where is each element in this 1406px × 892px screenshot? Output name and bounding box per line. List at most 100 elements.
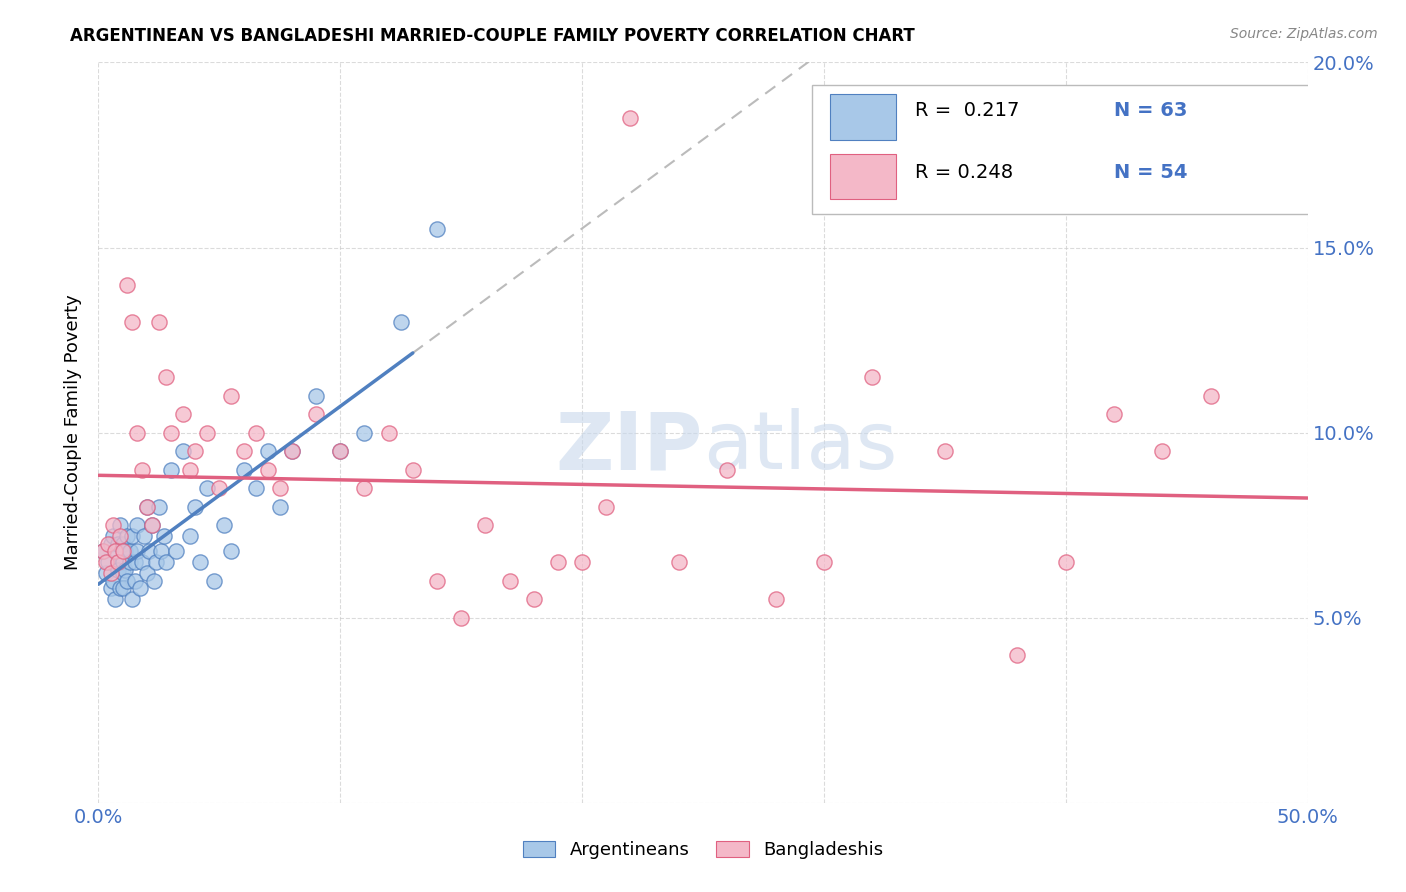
Point xyxy=(813,555,835,569)
Point xyxy=(131,555,153,569)
Point xyxy=(100,566,122,581)
Text: N = 54: N = 54 xyxy=(1114,162,1188,181)
Point xyxy=(256,462,278,476)
Point xyxy=(104,592,127,607)
Point xyxy=(232,444,254,458)
Point xyxy=(148,500,170,514)
Point xyxy=(111,536,134,550)
Text: ARGENTINEAN VS BANGLADESHI MARRIED-COUPLE FAMILY POVERTY CORRELATION CHART: ARGENTINEAN VS BANGLADESHI MARRIED-COUPL… xyxy=(70,27,915,45)
Point xyxy=(160,425,183,440)
Point xyxy=(450,610,472,624)
FancyBboxPatch shape xyxy=(830,153,897,200)
Point xyxy=(141,518,163,533)
Point xyxy=(127,425,149,440)
Point xyxy=(523,592,546,607)
Point xyxy=(148,314,170,328)
Point xyxy=(184,444,207,458)
Point xyxy=(94,555,117,569)
Point xyxy=(208,481,231,495)
Point xyxy=(124,574,146,588)
Point xyxy=(269,500,291,514)
Point xyxy=(305,407,328,421)
FancyBboxPatch shape xyxy=(811,85,1320,214)
Text: R =  0.217: R = 0.217 xyxy=(915,101,1019,120)
Point xyxy=(389,314,412,328)
Point xyxy=(245,425,267,440)
Point xyxy=(135,500,157,514)
Point xyxy=(426,574,449,588)
Point xyxy=(117,529,139,543)
Point xyxy=(232,462,254,476)
Text: R = 0.248: R = 0.248 xyxy=(915,162,1012,181)
Point xyxy=(121,592,143,607)
Point xyxy=(269,481,291,495)
Point xyxy=(127,544,149,558)
Point xyxy=(108,518,131,533)
Point xyxy=(195,425,218,440)
Point xyxy=(152,529,174,543)
Point xyxy=(619,111,641,125)
Point xyxy=(221,544,243,558)
Point xyxy=(107,536,129,550)
Point xyxy=(114,563,136,577)
Point xyxy=(111,581,134,595)
Point xyxy=(668,555,690,569)
Point xyxy=(143,574,166,588)
Point xyxy=(97,555,120,569)
Point xyxy=(474,518,496,533)
Text: Source: ZipAtlas.com: Source: ZipAtlas.com xyxy=(1230,27,1378,41)
Point xyxy=(141,518,163,533)
Point xyxy=(138,544,160,558)
Point xyxy=(91,544,114,558)
Point xyxy=(155,370,177,384)
Point xyxy=(402,462,425,476)
Point xyxy=(426,222,449,236)
Point xyxy=(1102,407,1125,421)
Point xyxy=(329,444,352,458)
Point xyxy=(135,500,157,514)
Point xyxy=(94,566,117,581)
Text: N = 63: N = 63 xyxy=(1114,101,1188,120)
Point xyxy=(1054,555,1077,569)
Point xyxy=(160,462,183,476)
Point xyxy=(100,536,122,550)
Point xyxy=(245,481,267,495)
Point xyxy=(117,574,139,588)
Point xyxy=(204,574,226,588)
Point xyxy=(101,574,124,588)
Point xyxy=(128,581,150,595)
Text: ZIP: ZIP xyxy=(555,409,703,486)
Point xyxy=(111,566,134,581)
Point xyxy=(305,388,328,402)
Point xyxy=(165,544,187,558)
Point xyxy=(212,518,235,533)
Point xyxy=(104,544,127,558)
Point xyxy=(281,444,304,458)
Point xyxy=(150,544,173,558)
Legend: Argentineans, Bangladeshis: Argentineans, Bangladeshis xyxy=(513,831,893,868)
FancyBboxPatch shape xyxy=(830,95,897,140)
Y-axis label: Married-Couple Family Poverty: Married-Couple Family Poverty xyxy=(65,294,83,571)
Point xyxy=(100,581,122,595)
Point xyxy=(195,481,218,495)
Point xyxy=(184,500,207,514)
Point xyxy=(145,555,167,569)
Point xyxy=(765,592,787,607)
Point xyxy=(188,555,211,569)
Point xyxy=(124,555,146,569)
Point xyxy=(281,444,304,458)
Point xyxy=(498,574,520,588)
Point xyxy=(111,555,134,569)
Point xyxy=(114,544,136,558)
Point xyxy=(121,529,143,543)
Point xyxy=(353,481,375,495)
Point xyxy=(547,555,569,569)
Point xyxy=(353,425,375,440)
Point xyxy=(1199,388,1222,402)
Text: atlas: atlas xyxy=(703,409,897,486)
Point xyxy=(172,407,194,421)
Point xyxy=(104,544,127,558)
Point xyxy=(91,544,114,558)
Point xyxy=(111,544,134,558)
Point xyxy=(221,388,243,402)
